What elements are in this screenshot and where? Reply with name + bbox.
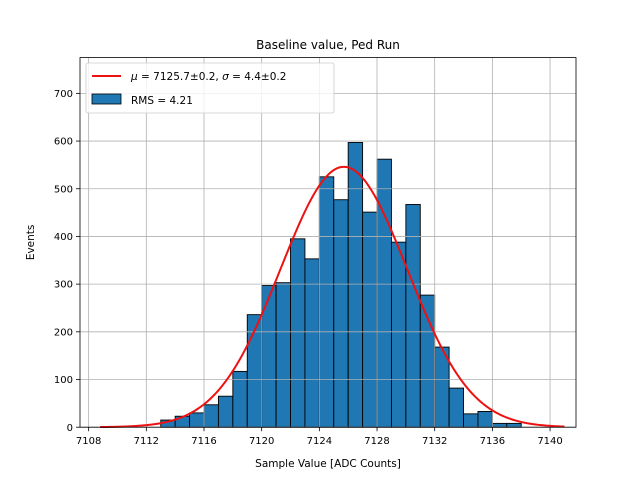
histogram-bar <box>275 282 291 428</box>
histogram-bar <box>376 158 392 428</box>
y-tick-label: 600 <box>54 137 73 148</box>
histogram-bar <box>477 411 493 428</box>
histogram-bar <box>463 413 479 428</box>
y-tick-label: 700 <box>54 89 73 100</box>
histogram-bar <box>189 412 205 428</box>
legend-mu-value: = 7125.7±0.2, <box>138 71 222 83</box>
x-axis-label: Sample Value [ADC Counts] <box>255 458 401 470</box>
legend-sigma-symbol: σ <box>222 71 229 83</box>
histogram-bar <box>448 387 464 428</box>
legend-mu-symbol: μ <box>130 71 138 83</box>
legend-hist-swatch <box>91 93 122 105</box>
y-tick-label: 100 <box>54 375 73 386</box>
histogram-bar <box>347 142 364 428</box>
x-tick-label: 7132 <box>422 436 447 447</box>
fit-curve-layer <box>100 165 565 429</box>
legend-hist-label: RMS = 4.21 <box>131 95 193 107</box>
x-tick-label: 7116 <box>191 436 216 447</box>
legend: μ = 7125.7±0.2, σ = 4.4±0.2 RMS = 4.21 <box>85 62 335 114</box>
histogram-bar <box>290 238 306 428</box>
x-axis-ticks: 7108 7112 7116 7120 7124 7128 7132 7136 7140 <box>76 427 563 447</box>
legend-fit-label: μ = 7125.7±0.2, σ = 4.4±0.2 <box>130 71 286 83</box>
histogram-bar <box>491 422 508 428</box>
y-axis-ticks: 0 100 200 300 400 500 600 700 <box>54 89 80 434</box>
histogram-bar <box>405 204 421 428</box>
x-tick-label: 7140 <box>537 436 562 447</box>
x-tick-label: 7120 <box>249 436 274 447</box>
histogram-bar <box>362 211 378 428</box>
y-axis-label: Events <box>25 225 37 261</box>
legend-box <box>85 62 335 114</box>
histogram-bars <box>160 142 522 428</box>
y-tick-label: 500 <box>54 184 73 195</box>
x-tick-label: 7108 <box>76 436 101 447</box>
x-tick-label: 7124 <box>307 436 332 447</box>
x-tick-label: 7112 <box>134 436 159 447</box>
y-tick-label: 400 <box>54 232 73 243</box>
histogram-bar <box>318 176 335 428</box>
legend-sigma-value: = 4.4±0.2 <box>229 71 287 83</box>
y-tick-label: 200 <box>54 327 73 338</box>
histogram-bar <box>203 404 219 428</box>
histogram-bar <box>261 285 277 428</box>
plot-frame <box>79 57 577 428</box>
x-tick-label: 7128 <box>364 436 389 447</box>
y-tick-label: 0 <box>67 423 73 434</box>
gaussian-fit-curve <box>100 165 565 429</box>
histogram-bar <box>217 395 234 428</box>
histogram-bar <box>506 422 522 428</box>
histogram-bar <box>333 199 349 428</box>
x-tick-label: 7136 <box>480 436 505 447</box>
chart-title: Baseline value, Ped Run <box>256 38 400 52</box>
y-tick-label: 300 <box>54 280 73 291</box>
histogram-bar <box>390 241 407 428</box>
histogram-bar <box>419 294 436 428</box>
